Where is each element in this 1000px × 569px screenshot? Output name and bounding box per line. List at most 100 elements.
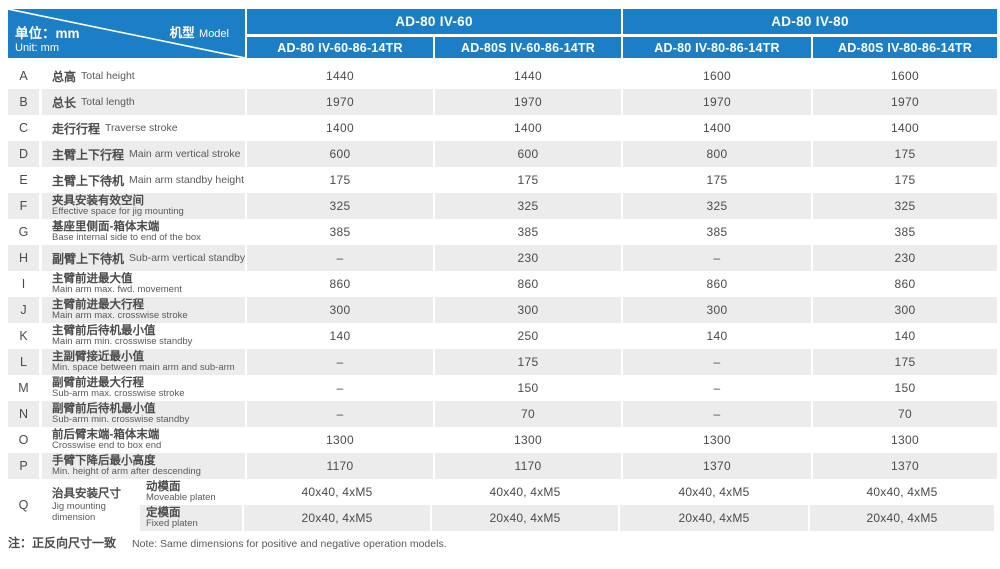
value-cell: 1300 [891, 433, 919, 447]
jig-values-col-1: 40x40, 4xM5 20x40, 4xM5 [244, 479, 430, 531]
sub-label-zh: 定模面 [146, 506, 181, 519]
value-cell: 70 [813, 401, 997, 427]
jig-sub-label-fixed-platen: 定模面 Fixed platen [140, 505, 242, 531]
row-label-en: Main arm max. crosswise stroke [52, 310, 188, 321]
row-label-zh: 总长 [52, 95, 77, 110]
value-cell: – [336, 381, 344, 395]
row-label: 夹具安装有效空间 Effective space for jig mounting [42, 193, 245, 219]
value-cell: 1970 [623, 89, 811, 115]
row-label-en: Main arm max. fwd. movement [52, 284, 182, 295]
value-cell: 300 [623, 297, 811, 323]
row-label-zh: 主副臂接近最小值 [52, 350, 144, 363]
row-letter: G [18, 225, 29, 239]
jig-sub-label-moveable-platen: 动模面 Moveable platen [140, 479, 242, 505]
row-label: 主臂前后待机最小值 Main arm min. crosswise standby [42, 323, 245, 349]
row-label: 总高 Total height [42, 63, 245, 89]
sub-label-en: Moveable platen [146, 492, 216, 503]
value-cell: 175 [706, 173, 728, 187]
row-label: 基座里侧面-箱体末端 Base internal side to end of t… [42, 219, 245, 245]
row-letter: P [8, 453, 39, 479]
value-cell: 175 [813, 141, 997, 167]
value-cell: 385 [706, 225, 728, 239]
group-header-ad80-iv80: AD-80 IV-80 [623, 9, 997, 34]
value-cell: 20x40, 4xM5 [810, 505, 994, 531]
spec-row-B: B 总长 Total length 1970 1970 1970 1970 [0, 89, 1000, 115]
row-label-en: Crosswise end to box end [52, 440, 162, 451]
spec-row-E: E 主臂上下待机 Main arm standby height 175 175 175 1… [0, 167, 1000, 193]
row-label-zh: 夹具安装有效空间 [52, 194, 144, 207]
value-cell: 70 [435, 401, 621, 427]
row-letter: Q [18, 498, 29, 512]
row-label-en: Main arm standby height [129, 174, 244, 186]
row-letter: M [18, 381, 29, 395]
row-label-en: Sub-arm min. crosswise standby [52, 414, 190, 425]
value-cell: 20x40, 4xM5 [432, 505, 618, 531]
spec-row-M: M 副臂前进最大行程 Sub-arm max. crosswise stroke – 1… [0, 375, 1000, 401]
model-label-en: Model [199, 28, 229, 40]
value-cell: 40x40, 4xM5 [678, 485, 750, 499]
model-label-zh: 机型 [169, 26, 195, 40]
row-label: 治具安装尺寸 Jig mounting dimension [42, 479, 137, 531]
row-label-en: Main arm vertical stroke [129, 148, 241, 160]
diagonal-divider [8, 9, 245, 58]
value-cell: 140 [894, 329, 916, 343]
value-cell: – [623, 245, 811, 271]
row-label: 主臂上下行程 Main arm vertical stroke [42, 141, 245, 167]
spec-row-Q: Q 治具安装尺寸 Jig mounting dimension 动模面 Move… [0, 479, 1000, 531]
row-label-en: Min. height of arm after descending [52, 466, 201, 477]
jig-values-col-2: 40x40, 4xM5 20x40, 4xM5 [432, 479, 618, 531]
value-cell: 1300 [514, 433, 542, 447]
value-cell: 1170 [435, 453, 621, 479]
value-cell: 1970 [247, 89, 433, 115]
value-cell: 385 [517, 225, 539, 239]
spec-row-N: N 副臂前后待机最小值 Sub-arm min. crosswise standby… [0, 401, 1000, 427]
value-cell: 150 [517, 381, 539, 395]
value-cell: 1970 [435, 89, 621, 115]
value-cell: 175 [517, 173, 539, 187]
row-label-zh: 副臂前进最大行程 [52, 376, 144, 389]
value-cell: 1400 [326, 121, 354, 135]
value-cell: 1970 [813, 89, 997, 115]
row-letter: I [21, 277, 26, 291]
row-letter: J [8, 297, 39, 323]
model-header-label: 机型 Model [170, 22, 229, 42]
row-label-zh: 主臂前后待机最小值 [52, 324, 156, 337]
value-cell: 1600 [891, 69, 919, 83]
value-cell: 1370 [623, 453, 811, 479]
jig-values-col-4: 40x40, 4xM5 20x40, 4xM5 [810, 479, 994, 531]
sub-label-zh: 动模面 [146, 480, 181, 493]
value-cell: 800 [623, 141, 811, 167]
row-label: 副臂上下待机 Sub-arm vertical standby [42, 245, 245, 271]
value-cell: 860 [894, 277, 916, 291]
row-label-zh: 手臂下降后最小高度 [52, 454, 156, 467]
spec-row-O: O 前后臂末端-箱体末端 Crosswise end to box end 1300 1… [0, 427, 1000, 453]
row-label-zh: 副臂上下待机 [52, 251, 125, 266]
row-label-en: Total length [81, 96, 135, 108]
value-cell: 1600 [703, 69, 731, 83]
spec-row-L: L 主副臂接近最小值 Min. space between main arm and… [0, 349, 1000, 375]
value-cell: 1370 [813, 453, 997, 479]
column-header-3: AD-80 IV-80-86-14TR [623, 37, 811, 58]
value-cell: – [623, 349, 811, 375]
value-cell: 300 [247, 297, 433, 323]
row-letter: E [19, 173, 28, 187]
row-label-zh: 主臂上下待机 [52, 173, 125, 188]
row-letter: D [8, 141, 39, 167]
value-cell: 230 [435, 245, 621, 271]
group-header-ad80-iv60: AD-80 IV-60 [247, 9, 621, 34]
row-label-zh: 基座里侧面-箱体末端 [52, 220, 160, 233]
spec-row-D: D 主臂上下行程 Main arm vertical stroke 600 600 800… [0, 141, 1000, 167]
value-cell: 175 [894, 173, 916, 187]
row-label: 主副臂接近最小值 Min. space between main arm and … [42, 349, 245, 375]
row-letter: B [8, 89, 39, 115]
value-cell: 40x40, 4xM5 [866, 485, 938, 499]
value-cell: 1400 [514, 121, 542, 135]
value-cell: 1300 [326, 433, 354, 447]
jig-sub-labels: 动模面 Moveable platen 定模面 Fixed platen [140, 479, 242, 531]
row-label-zh: 主臂上下行程 [52, 147, 125, 162]
row-label-en: Main arm min. crosswise standby [52, 336, 193, 347]
spec-row-G: G 基座里侧面-箱体末端 Base internal side to end of … [0, 219, 1000, 245]
row-label-zh: 副臂前后待机最小值 [52, 402, 156, 415]
value-cell: 860 [517, 277, 539, 291]
